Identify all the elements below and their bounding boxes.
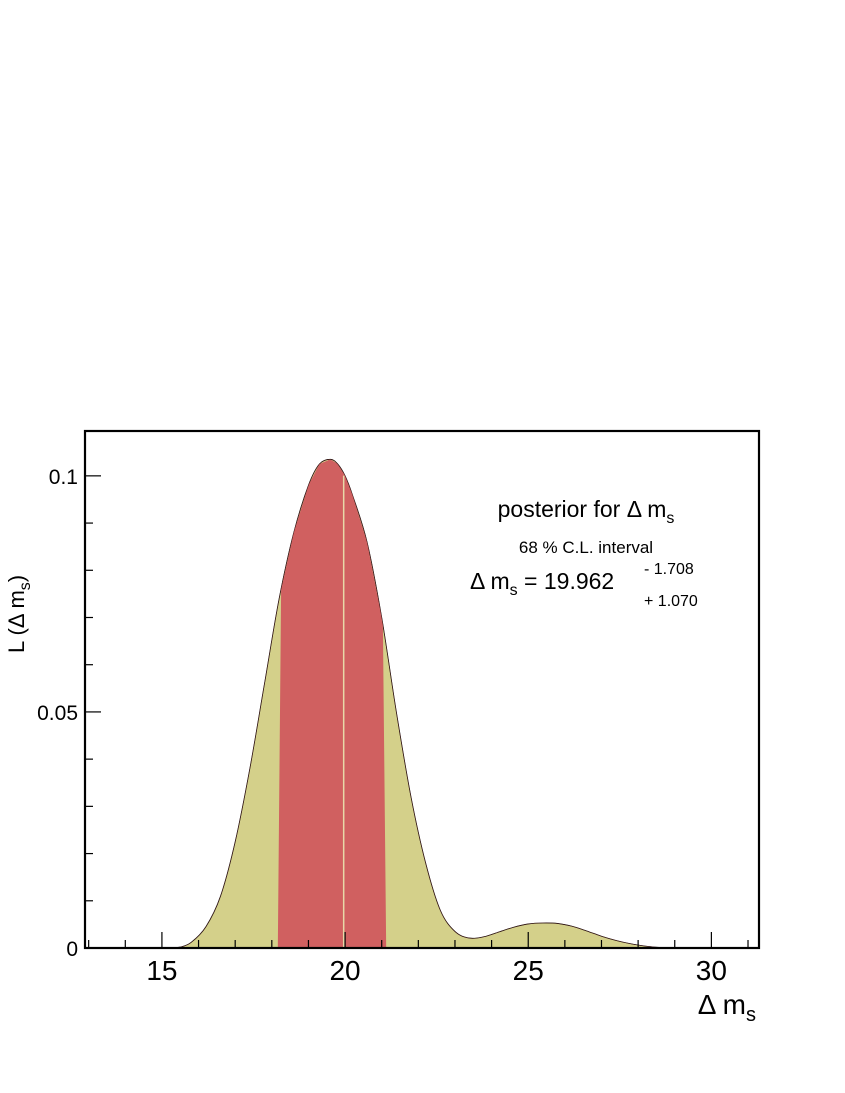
x-tick-label: 20 bbox=[329, 955, 360, 986]
y-axis-label: L (Δ ms) bbox=[4, 575, 34, 653]
x-tick-label: 15 bbox=[146, 955, 177, 986]
posterior-title: posterior for Δ ms bbox=[498, 496, 675, 527]
posterior-curve bbox=[169, 459, 661, 949]
posterior-area bbox=[169, 458, 661, 949]
x-tick-label: 30 bbox=[696, 955, 727, 986]
y-tick-label: 0.05 bbox=[37, 702, 78, 725]
y-tick-label: 0 bbox=[66, 938, 78, 961]
x-axis-label: Δ ms bbox=[698, 989, 756, 1026]
plot-frame bbox=[83, 429, 761, 950]
interval-area bbox=[277, 459, 387, 948]
plot-fill-layer bbox=[169, 458, 661, 949]
result-upper-error: - 1.708 bbox=[644, 561, 694, 578]
axis-tick-labels: 15 20 25 30 0 0.05 0.1 bbox=[37, 466, 727, 986]
result-equation: Δ ms = 19.962 bbox=[470, 568, 614, 599]
y-tick-label: 0.1 bbox=[49, 466, 78, 489]
x-tick-label: 25 bbox=[513, 955, 544, 986]
result-lower-error: + 1.070 bbox=[644, 593, 698, 610]
cl-interval-label: 68 % C.L. interval bbox=[519, 538, 653, 557]
